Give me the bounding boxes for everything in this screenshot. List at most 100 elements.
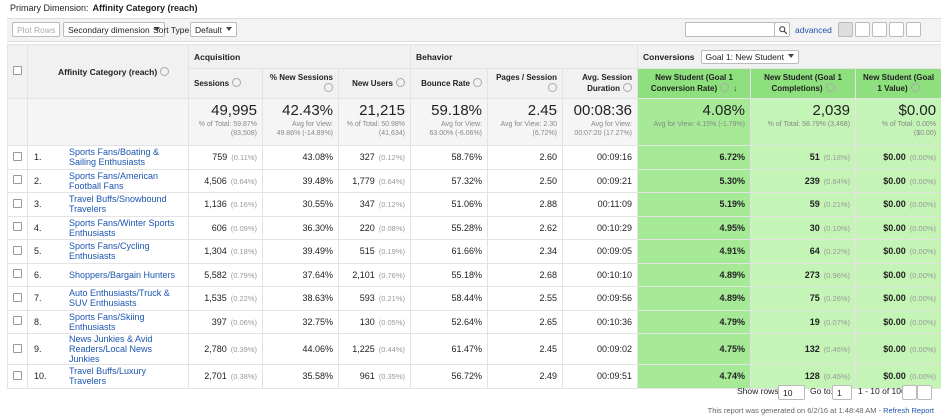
metric-cell: 2.49 bbox=[487, 364, 563, 389]
metric-share: (0.09%) bbox=[230, 223, 257, 233]
column-header[interactable]: New Student (Goal 1 Conversion Rate) ↓ bbox=[637, 68, 752, 99]
value: 1 bbox=[837, 388, 842, 398]
dimension-link[interactable]: Sports Fans/Winter Sports Enthusiasts bbox=[69, 217, 175, 238]
label: Conversions bbox=[643, 51, 695, 62]
checkbox[interactable] bbox=[13, 198, 22, 208]
checkbox[interactable] bbox=[13, 370, 22, 380]
view-comparison[interactable] bbox=[889, 22, 904, 37]
checkbox[interactable] bbox=[13, 151, 22, 161]
view-performance[interactable] bbox=[872, 22, 887, 37]
data-row: 7. Auto Enthusiasts/Truck & SUV Enthusias… bbox=[7, 286, 941, 311]
metric-share: (0.22%) bbox=[823, 247, 851, 257]
column-header-row: Sessions % New Sessions New Users Bounce Ra… bbox=[8, 68, 941, 99]
metric-value: 347 bbox=[359, 199, 375, 210]
dimension-link[interactable]: Sports Fans/American Football Fans bbox=[69, 170, 159, 191]
row-check bbox=[7, 215, 28, 240]
label: New Student (Goal 1 Completions) bbox=[764, 73, 842, 93]
row-index: 7. bbox=[34, 293, 42, 304]
advanced-link[interactable]: advanced bbox=[795, 25, 832, 35]
dimension-cell: 3. Travel Buffs/Snowbound Travelers bbox=[27, 192, 189, 217]
dimension-link[interactable]: News Junkies & Avid Readers/Local News J… bbox=[69, 334, 153, 364]
sort-type[interactable]: Default bbox=[190, 22, 237, 37]
next-button[interactable] bbox=[917, 385, 932, 400]
column-header[interactable]: Sessions bbox=[188, 68, 263, 99]
prev-button[interactable] bbox=[902, 385, 917, 400]
dimension-link[interactable]: Shoppers/Bargain Hunters bbox=[69, 269, 176, 280]
search-input[interactable] bbox=[685, 22, 775, 37]
metric-share: (0.12%) bbox=[378, 153, 405, 163]
checkbox[interactable] bbox=[13, 343, 22, 353]
label: Sessions bbox=[194, 79, 230, 88]
metric-share: (0.00%) bbox=[909, 176, 937, 186]
checkbox[interactable] bbox=[13, 292, 22, 302]
metric-cell: 1,225 (0.44%) bbox=[338, 333, 411, 365]
dimension-link[interactable]: Sports Fans/Boating & Sailing Enthusiast… bbox=[69, 147, 160, 168]
dimension[interactable]: Affinity Category (reach) bbox=[92, 3, 198, 13]
column-header[interactable]: New Users bbox=[338, 68, 411, 99]
checkbox[interactable] bbox=[13, 222, 22, 232]
dimension-link[interactable]: Sports Fans/Skiing Enthusiasts bbox=[69, 311, 145, 332]
row-check bbox=[7, 262, 28, 287]
footer: Show rows: 10 Go to: 1 1 - 10 of 106 Thi… bbox=[0, 383, 941, 418]
metric-share: (0.11%) bbox=[231, 153, 257, 163]
metric-value: $0.00 bbox=[883, 246, 906, 257]
secondary-dimension[interactable]: Secondary dimension bbox=[63, 22, 165, 37]
metric-value: 4.95% bbox=[719, 222, 746, 233]
row-check bbox=[7, 145, 28, 170]
view-table[interactable] bbox=[838, 22, 853, 37]
dimension-link[interactable]: Travel Buffs/Snowbound Travelers bbox=[69, 194, 167, 215]
metric-value: 128 bbox=[804, 371, 820, 382]
checkbox[interactable] bbox=[13, 175, 22, 185]
metric-value: $0.00 bbox=[883, 344, 906, 354]
metric-cell: 593 (0.21%) bbox=[338, 286, 411, 311]
metric-cell: 37.64% bbox=[262, 262, 339, 287]
rows-select[interactable]: 10 bbox=[778, 385, 805, 400]
metric-share: (0.21%) bbox=[378, 294, 405, 304]
dimension-link[interactable]: Travel Buffs/Luxury Travelers bbox=[69, 366, 147, 387]
column-header[interactable]: New Student (Goal 1 Completions) bbox=[750, 68, 857, 99]
metric-value: 2.62 bbox=[539, 222, 557, 233]
metric-cell: 19 (0.07%) bbox=[750, 309, 857, 334]
view-pivot[interactable] bbox=[906, 22, 921, 37]
checkbox[interactable] bbox=[13, 245, 22, 255]
metric-value: 19 bbox=[809, 316, 820, 327]
search-button[interactable] bbox=[774, 22, 790, 37]
label: New Student (Goal 1 Conversion Rate) bbox=[650, 73, 733, 93]
metric-value: 4.74% bbox=[719, 371, 746, 382]
row-check bbox=[7, 239, 28, 264]
metric-value: 30.55% bbox=[302, 199, 333, 210]
metric-value: 4.91% bbox=[719, 246, 746, 257]
metric-cell: 1,304 (0.18%) bbox=[188, 239, 263, 264]
view-pie[interactable] bbox=[855, 22, 870, 37]
checkbox[interactable] bbox=[13, 269, 22, 279]
metric-value: 00:10:10 bbox=[596, 269, 633, 280]
dimension-link[interactable]: Sports Fans/Cycling Enthusiasts bbox=[69, 241, 150, 262]
metric-cell: $0.00 (0.00%) bbox=[855, 145, 941, 170]
data-row: 1. Sports Fans/Boating & Sailing Enthusia… bbox=[7, 145, 941, 170]
checkbox[interactable] bbox=[13, 66, 22, 75]
goal-select[interactable]: Goal 1: New Student bbox=[700, 49, 799, 64]
column-header[interactable]: Avg. Session Duration bbox=[561, 68, 639, 99]
total-value: 42.43% bbox=[282, 102, 333, 119]
metric-value: 00:09:21 bbox=[596, 175, 633, 186]
column-header[interactable]: New Student (Goal 1 Value) bbox=[855, 68, 941, 99]
checkbox[interactable] bbox=[13, 316, 22, 326]
metric-value: 52.64% bbox=[451, 316, 482, 327]
goto-input[interactable]: 1 bbox=[832, 385, 852, 400]
metric-cell: 58.44% bbox=[410, 286, 488, 311]
metric-cell: 220 (0.08%) bbox=[338, 215, 411, 240]
metric-cell: 00:10:29 bbox=[561, 215, 639, 240]
show-rows-label: Show rows: bbox=[737, 386, 781, 396]
metric-value: 273 bbox=[804, 269, 820, 280]
row-check bbox=[7, 364, 28, 389]
column-header[interactable]: Bounce Rate bbox=[410, 68, 488, 99]
metric-cell: 51.06% bbox=[410, 192, 488, 217]
refresh-link[interactable]: Refresh Report bbox=[883, 406, 934, 415]
dimension-link[interactable]: Auto Enthusiasts/Truck & SUV Enthusiasts bbox=[69, 288, 170, 309]
column-header[interactable]: % New Sessions bbox=[262, 68, 339, 99]
plot-rows-button[interactable]: Plot Rows bbox=[12, 22, 61, 37]
data-row: 4. Sports Fans/Winter Sports Enthusiasts 6… bbox=[7, 215, 941, 240]
column-header[interactable]: Pages / Session bbox=[487, 68, 563, 99]
totals-name bbox=[27, 98, 189, 146]
